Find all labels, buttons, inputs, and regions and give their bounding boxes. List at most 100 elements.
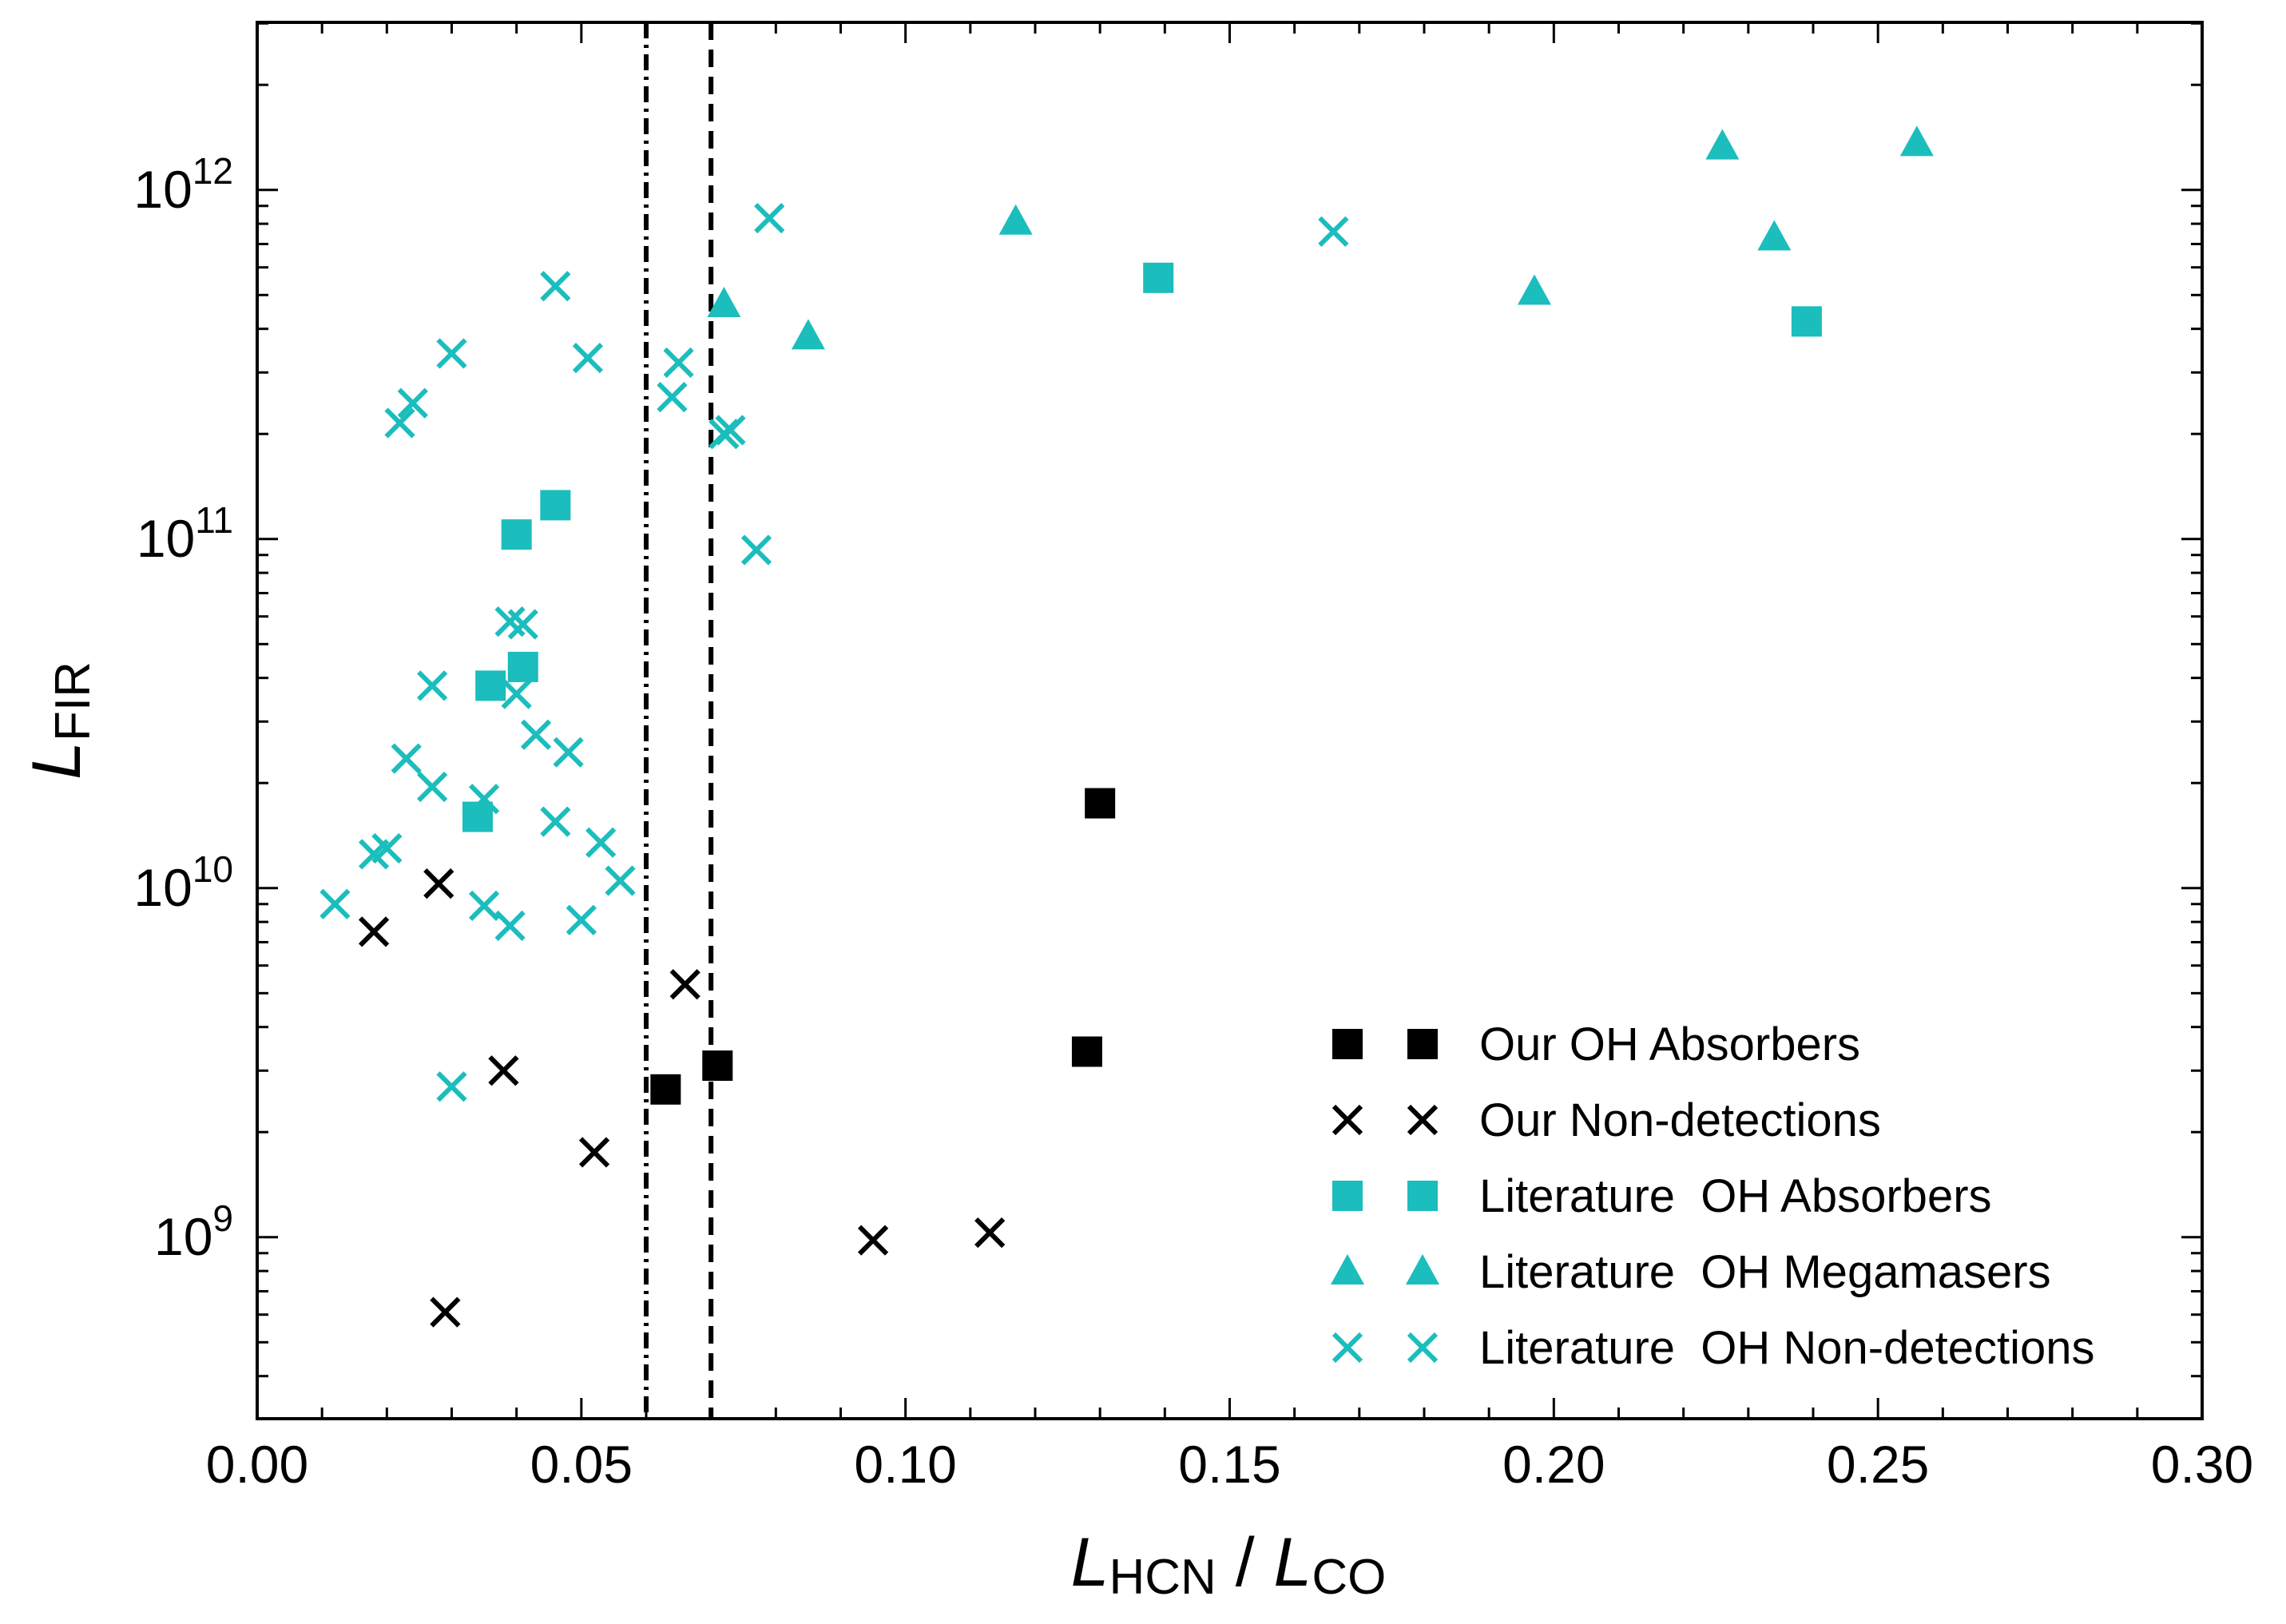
data-point-x [572, 343, 604, 374]
data-point-triangle [1705, 129, 1740, 160]
data-point-square [507, 651, 538, 682]
legend-marker [1332, 1332, 1363, 1364]
x-marker-stroke [417, 771, 448, 803]
legend-entry: Our OH Absorbers [1332, 1018, 1860, 1070]
data-point-x [520, 719, 552, 750]
legend-label: Our OH Absorbers [1479, 1018, 1860, 1070]
x-tick-label: 0.10 [854, 1435, 956, 1494]
x-marker-stroke [669, 969, 700, 1000]
data-point-square [475, 670, 506, 701]
data-point-square [462, 801, 493, 832]
legend-label: Literature OH Non-detections [1479, 1322, 2094, 1374]
x-marker-stroke [585, 827, 617, 858]
legend-entry: Literature OH Non-detections [1332, 1322, 2094, 1374]
data-point-triangle [791, 319, 825, 350]
x-marker-stroke [754, 203, 785, 234]
data-point-x [391, 743, 422, 774]
x-marker-stroke [468, 890, 500, 921]
x-axis-title-main: L [1071, 1524, 1109, 1601]
data-point-x [436, 338, 467, 369]
data-point-triangle [1899, 125, 1934, 157]
data-point-x [740, 534, 772, 566]
data-point-x [319, 888, 351, 919]
data-point-x [540, 271, 571, 302]
data-point-square [702, 1050, 733, 1082]
axis-ticks [256, 22, 2204, 1419]
x-marker-stroke [1332, 1104, 1363, 1136]
legend-marker [1407, 1181, 1438, 1211]
reference-lines [644, 22, 714, 1419]
x-marker-stroke [740, 534, 772, 566]
x-tick-label: 0.30 [2151, 1435, 2253, 1494]
x-marker-stroke [540, 271, 571, 302]
x-axis-title-sub2: CO [1312, 1550, 1386, 1605]
legend-entry: Our Non-detections [1332, 1094, 1881, 1146]
x-marker-stroke [663, 347, 694, 379]
x-marker-stroke [657, 381, 688, 413]
x-marker-stroke [1332, 1332, 1363, 1364]
data-point-square [540, 490, 571, 521]
data-point-square [1071, 1036, 1102, 1067]
x-marker-stroke [1407, 1104, 1439, 1136]
x-marker-stroke [566, 904, 597, 935]
y-axis-title-sub: FIR [46, 661, 101, 741]
data-points [319, 125, 1934, 1328]
data-point-x [540, 806, 571, 837]
data-point-x [657, 381, 688, 413]
x-marker-stroke [423, 868, 454, 899]
legend-label: Literature OH Megamasers [1479, 1246, 2051, 1298]
x-marker-stroke [436, 1071, 467, 1102]
data-point-x [501, 678, 532, 709]
data-point-x [358, 916, 390, 947]
x-marker-stroke [371, 832, 403, 864]
data-point-x [754, 203, 785, 234]
x-marker-stroke [540, 806, 571, 837]
data-point-triangle [1757, 220, 1792, 251]
legend-marker [1332, 1104, 1363, 1136]
x-marker-stroke [857, 1225, 889, 1256]
x-tick-label: 0.25 [1827, 1435, 1929, 1494]
legend-entry: Literature OH Megamasers [1331, 1246, 2051, 1298]
x-marker-stroke [384, 407, 415, 439]
legend-marker [1406, 1254, 1439, 1285]
data-point-x [585, 827, 617, 858]
x-marker-stroke [715, 415, 746, 446]
data-point-x [494, 910, 526, 942]
data-point-x [1318, 216, 1349, 247]
x-tick-label: 0.05 [530, 1435, 633, 1494]
x-marker-stroke [494, 606, 526, 637]
data-point-x [857, 1225, 889, 1256]
data-point-square [650, 1074, 681, 1105]
x-axis-title: LHCN / LCO [1071, 1524, 1387, 1605]
x-axis-title-main2: L [1274, 1524, 1312, 1601]
data-point-x [715, 415, 746, 446]
x-marker-stroke [391, 743, 422, 774]
x-marker-stroke [488, 1055, 519, 1086]
data-point-square [501, 519, 532, 550]
data-point-x [974, 1217, 1006, 1249]
legend-label: Literature OH Absorbers [1479, 1170, 1992, 1222]
x-marker-stroke [507, 609, 538, 640]
legend-marker [1331, 1254, 1364, 1285]
data-point-x [436, 1071, 467, 1102]
data-point-x [488, 1055, 519, 1086]
x-marker-stroke [430, 1296, 461, 1328]
x-marker-stroke [1318, 216, 1349, 247]
plot-frame [256, 21, 2204, 1420]
data-point-x [384, 407, 415, 439]
data-point-x [553, 737, 584, 768]
data-point-x [371, 832, 403, 864]
x-axis-title-sep: / [1216, 1524, 1274, 1601]
data-point-x [417, 670, 448, 701]
data-point-x [397, 387, 428, 419]
x-marker-stroke [397, 387, 428, 419]
data-point-square [1085, 788, 1116, 819]
data-point-x [578, 1137, 610, 1168]
legend: Our OH Absorbers Our Non-detections Litera… [1331, 1018, 2094, 1374]
legend-label: Our Non-detections [1479, 1094, 1881, 1146]
x-marker-stroke [319, 888, 351, 919]
x-axis-title-sub: HCN [1109, 1550, 1216, 1605]
y-tick-label: 1012 [133, 150, 233, 219]
data-point-triangle [998, 204, 1033, 235]
